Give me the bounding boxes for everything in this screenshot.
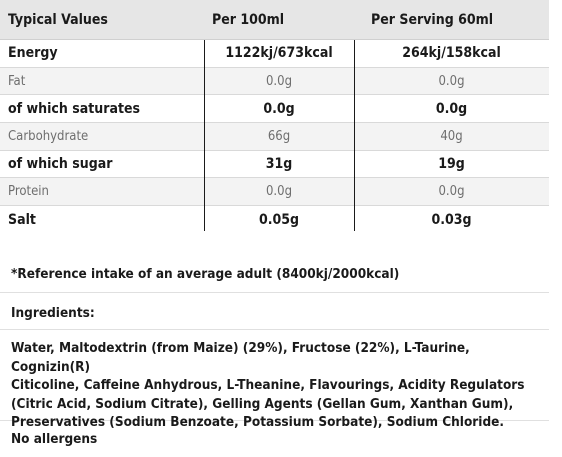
ingredients-line: Water, Maltodextrin (from Maize) (29%), … (11, 340, 470, 375)
row-per-100ml: 66g (267, 128, 291, 144)
column-divider (204, 40, 205, 231)
row-per-100ml: 0.05g (258, 211, 300, 228)
row-per-100ml: 1122kj/673kcal (225, 45, 333, 62)
row-per-100ml: 0.0g (265, 184, 293, 200)
ingredients-line: Citicoline, Caffeine Anhydrous, L-Theani… (11, 377, 525, 393)
row-label: Carbohydrate (8, 128, 89, 144)
table-row: Protein 0.0g 0.0g (0, 178, 549, 207)
header-per-serving: Per Serving 60ml (371, 11, 494, 28)
row-per-serving: 0.0g (438, 73, 465, 89)
row-per-serving: 0.0g (438, 184, 465, 200)
table-row: Carbohydrate 66g 40g (0, 123, 549, 151)
allergens-note: No allergens (11, 431, 98, 447)
reference-intake-note: *Reference intake of an average adult (8… (0, 255, 549, 293)
table-row: of which saturates 0.0g 0.0g (0, 95, 549, 124)
row-label: Protein (8, 184, 49, 200)
table-row: Salt 0.05g 0.03g (0, 206, 549, 234)
table-row: of which sugar 31g 19g (0, 151, 549, 179)
row-label: of which saturates (8, 100, 141, 117)
row-label: Fat (8, 73, 26, 89)
row-per-serving: 0.03g (431, 211, 472, 228)
row-per-100ml: 0.0g (265, 73, 293, 89)
row-per-100ml: 31g (265, 156, 293, 173)
row-per-serving: 40g (440, 128, 463, 144)
table-row: Energy 1122kj/673kcal 264kj/158kcal (0, 40, 549, 68)
ingredients-list: Water, Maltodextrin (from Maize) (29%), … (0, 331, 549, 430)
column-divider (354, 40, 355, 231)
nutrition-table: Typical Values Per 100ml Per Serving 60m… (0, 0, 549, 234)
table-row: Fat 0.0g 0.0g (0, 67, 549, 96)
header-per-100ml: Per 100ml (212, 11, 285, 28)
ingredients-title: Ingredients: (0, 294, 549, 330)
row-label: of which sugar (8, 156, 113, 173)
row-per-serving: 0.0g (435, 100, 468, 117)
row-per-serving: 19g (438, 156, 465, 173)
row-per-serving: 264kj/158kcal (402, 45, 501, 62)
header-typical-values: Typical Values (8, 11, 108, 28)
ingredients-line: (Citric Acid, Sodium Citrate), Gelling A… (11, 395, 514, 412)
row-label: Energy (8, 45, 58, 62)
table-header-row: Typical Values Per 100ml Per Serving 60m… (0, 0, 549, 40)
ingredients-line: Preservatives (Sodium Benzoate, Potassiu… (11, 414, 504, 430)
row-per-100ml: 0.0g (263, 100, 295, 117)
row-label: Salt (8, 211, 36, 228)
